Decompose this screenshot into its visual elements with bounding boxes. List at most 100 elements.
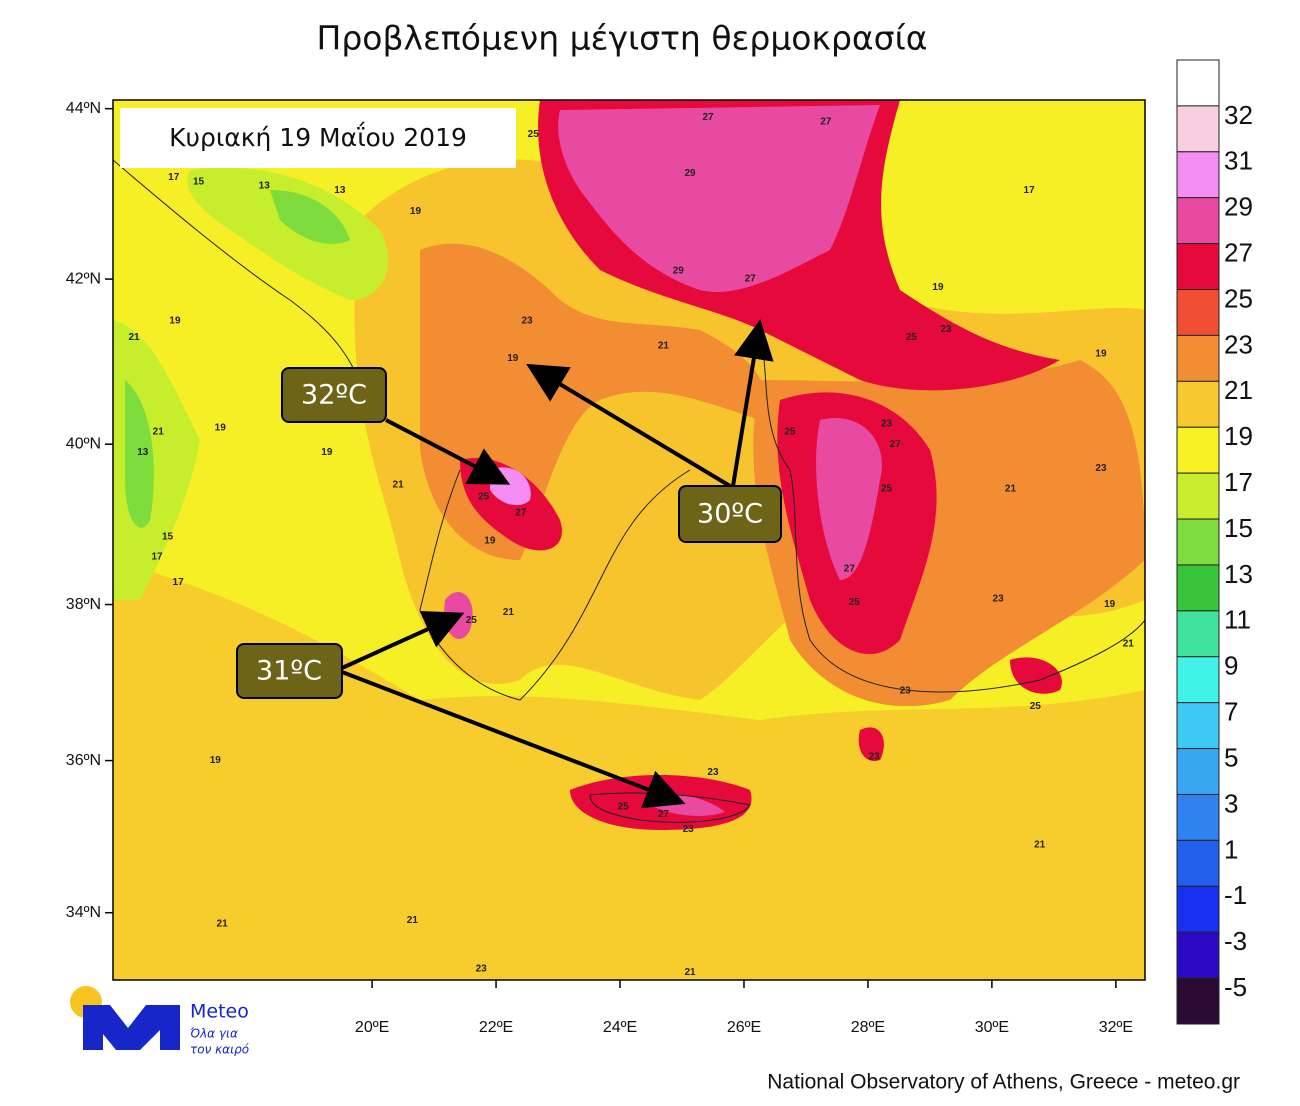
contour-label: 25 <box>1030 701 1042 712</box>
arrow <box>731 319 774 487</box>
contour-label: 23 <box>869 751 881 762</box>
colorbar-box <box>1176 793 1220 841</box>
map-frame <box>112 99 1146 981</box>
contour-label: 27 <box>890 439 902 450</box>
annotation: 30ºC <box>697 499 763 530</box>
contour-label: 19 <box>321 447 333 458</box>
footer: National Observatory of Athens, Greece -… <box>767 1071 1240 1094</box>
lat-tick-label: 38ºN <box>66 596 101 613</box>
arrow <box>526 363 732 488</box>
colorbar-label: 15 <box>1224 513 1253 543</box>
colorbar-label: 32 <box>1224 100 1253 130</box>
contour-label: 21 <box>217 919 229 930</box>
colorbar-label: 29 <box>1224 192 1253 222</box>
contour-label: 19 <box>1104 599 1116 610</box>
contour-label: 25 <box>466 615 478 626</box>
logo: Meteo Όλα για τον καιρό <box>70 986 249 1057</box>
colorbar-label: 11 <box>1224 605 1251 635</box>
colorbar-box <box>1176 59 1220 107</box>
colorbar-label: 19 <box>1224 421 1253 451</box>
colorbar-label: 1 <box>1224 834 1238 864</box>
contour-label: 19 <box>410 206 422 217</box>
contour-label: 23 <box>521 315 533 326</box>
colorbar-label: 9 <box>1224 651 1238 681</box>
colorbar-box <box>1176 197 1220 245</box>
contour-label: 17 <box>173 577 185 588</box>
lon-tick-label: 32ºE <box>1099 1019 1133 1036</box>
colorbar-box <box>1176 610 1220 658</box>
contour-label: 19 <box>169 315 181 326</box>
colorbar-label: 13 <box>1224 559 1253 589</box>
colorbar-label: -1 <box>1224 880 1247 910</box>
logo-name: Meteo <box>190 1001 249 1023</box>
contour-labels: 25 27 27 29 17 15 13 13 19 17 29 27 19 21 19 23 19 21 25 23… <box>129 112 1135 978</box>
colorbar-label: 25 <box>1224 283 1253 313</box>
contour-label: 13 <box>137 447 149 458</box>
contour-label: 17 <box>151 552 163 563</box>
contour-label: 27 <box>515 508 527 519</box>
contour-label: 25 <box>528 129 540 140</box>
colorbar-box <box>1176 564 1220 612</box>
colorbar-label: 7 <box>1224 697 1238 727</box>
contour-label: 21 <box>129 332 141 343</box>
logo-slogan: Όλα για <box>190 1027 238 1041</box>
colorbar-box <box>1176 426 1220 474</box>
contour-label: 25 <box>849 597 861 608</box>
contour-label: 19 <box>1095 349 1107 360</box>
colorbar-label: 23 <box>1224 329 1253 359</box>
logo-slogan: τον καιρό <box>190 1043 249 1057</box>
contour-label: 25 <box>784 427 796 438</box>
contour-label: 25 <box>881 483 893 494</box>
lat-tick-label: 36ºN <box>66 752 101 769</box>
colorbar-label: 17 <box>1224 467 1253 497</box>
contour-label: 19 <box>215 423 227 434</box>
contour-label: 23 <box>993 594 1005 605</box>
annotations: 32ºC 30ºC 31ºC <box>236 319 782 809</box>
colorbar-box <box>1176 243 1220 291</box>
contour-label: 15 <box>193 176 205 187</box>
contour-label: 23 <box>940 324 952 335</box>
colorbar-box <box>1176 518 1220 566</box>
arrow <box>385 418 511 485</box>
colorbar-box <box>1176 748 1220 795</box>
arrow <box>341 610 465 670</box>
lon-tick-label: 26ºE <box>727 1019 761 1036</box>
contour-label: 17 <box>1024 185 1036 196</box>
colorbar-label: 31 <box>1224 146 1253 176</box>
contour-label: 19 <box>484 536 496 547</box>
contour-label: 21 <box>407 915 419 926</box>
colorbar-label: 27 <box>1224 237 1253 267</box>
colorbar-label: -3 <box>1224 926 1247 956</box>
contour-label: 23 <box>707 767 719 778</box>
lat-tick-label: 42ºN <box>66 270 101 287</box>
colorbar-box <box>1176 839 1220 887</box>
annotation-box <box>678 485 782 543</box>
lon-tick-label: 20ºE <box>355 1019 389 1036</box>
colorbar-box <box>1176 931 1220 979</box>
arrow <box>341 670 686 809</box>
contour-label: 29 <box>684 168 696 179</box>
lat-tick-label: 44ºN <box>66 100 101 117</box>
colorbar-box <box>1176 380 1220 428</box>
contour-label: 21 <box>684 967 696 978</box>
colorbar-box <box>1176 702 1220 750</box>
contour-label: 27 <box>745 274 757 285</box>
colorbar-label: 5 <box>1224 742 1238 772</box>
colorbar-box <box>1176 472 1220 520</box>
contour-label: 23 <box>900 686 912 697</box>
contour-label: 19 <box>507 353 519 364</box>
colorbar-box <box>1176 105 1220 153</box>
annotation: 31ºC <box>256 656 322 687</box>
logo-mark <box>83 1005 180 1050</box>
lat-tick-label: 34ºN <box>66 904 101 921</box>
date-label: Κυριακή 19 Μαΐου 2019 <box>169 121 467 152</box>
colorbar-label: 3 <box>1224 788 1238 818</box>
contour-label: 23 <box>1095 463 1107 474</box>
contour-label: 23 <box>683 824 695 835</box>
contour-label: 15 <box>162 532 174 543</box>
contour-label: 19 <box>210 755 222 766</box>
colorbar-label: -5 <box>1224 972 1247 1002</box>
contour-label: 27 <box>658 809 670 820</box>
contour-label: 21 <box>1034 839 1046 850</box>
